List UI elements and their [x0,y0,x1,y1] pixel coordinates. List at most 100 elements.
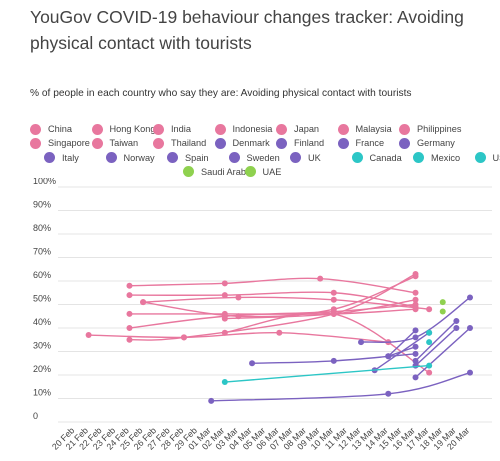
data-point[interactable] [276,329,283,336]
data-point[interactable] [412,357,419,364]
data-point[interactable] [221,315,228,322]
legend-label: UK [308,152,321,163]
data-point[interactable] [221,329,228,336]
series-saudi-arabia [439,299,446,306]
legend-swatch [183,166,194,178]
legend-swatch [290,152,301,164]
legend-item-india[interactable]: India [153,122,191,136]
data-point[interactable] [412,334,419,341]
data-point[interactable] [330,310,337,317]
y-tick-label: 10% [33,388,51,398]
legend-item-indonesia[interactable]: Indonesia [214,122,272,136]
data-point[interactable] [412,343,419,350]
legend-item-usa[interactable]: USA [474,151,500,165]
data-point[interactable] [467,325,473,331]
data-point[interactable] [140,299,147,306]
data-point[interactable] [385,390,392,397]
legend-item-norway[interactable]: Norway [105,151,155,165]
legend-item-uae[interactable]: UAE [244,165,281,179]
series-singapore [140,294,433,313]
data-point[interactable] [221,292,228,299]
data-point[interactable] [385,353,392,360]
legend-item-sweden[interactable]: Sweden [228,151,280,165]
data-point[interactable] [467,294,473,301]
data-point[interactable] [208,397,215,404]
legend-item-philippines[interactable]: Philippines [399,122,461,136]
legend-label: India [171,124,191,134]
data-point[interactable] [249,360,256,367]
legend-row: Saudi Arabia UAE [30,165,490,179]
data-point[interactable] [221,379,228,386]
data-point[interactable] [330,296,337,303]
legend-swatch [44,152,55,164]
data-point[interactable] [126,325,133,331]
data-point[interactable] [412,301,419,308]
legend-row: China Hong Kong India Indonesia Japan Malaysi… [30,122,490,136]
data-point[interactable] [126,282,133,289]
series-line [415,320,457,362]
data-point[interactable] [412,350,419,357]
series-line [88,331,389,343]
chart-title: YouGov COVID-19 behaviour changes tracke… [30,7,464,53]
legend-label: Finland [294,138,325,149]
series-finland [412,317,460,364]
data-point[interactable] [317,275,324,282]
data-point[interactable] [453,317,460,324]
data-point[interactable] [126,336,133,343]
legend-swatch [153,137,164,149]
legend-item-finland[interactable]: Finland [276,136,324,150]
data-point[interactable] [467,369,473,376]
series-line [129,277,416,294]
data-point[interactable] [412,327,419,334]
data-point[interactable] [330,357,337,364]
data-point[interactable] [85,332,92,339]
legend-item-uk[interactable]: UK [290,151,321,165]
data-point[interactable] [180,334,187,341]
data-point[interactable] [412,374,419,381]
legend-item-hong-kong[interactable]: Hong Kong [91,122,155,136]
y-tick-label: 90% [33,200,51,210]
legend-item-taiwan[interactable]: Taiwan [91,136,138,150]
data-point[interactable] [126,292,133,299]
series-spain [208,369,473,404]
data-point[interactable] [439,308,446,315]
legend-label: France [355,138,385,149]
legend-label: Spain [185,152,209,163]
series-layer [85,270,473,404]
data-point[interactable] [426,339,433,346]
data-point[interactable] [412,296,419,303]
legend-label: Thailand [171,138,207,149]
legend-item-thailand[interactable]: Thailand [153,136,206,150]
legend-item-mexico[interactable]: Mexico [413,151,460,165]
legend-item-spain[interactable]: Spain [167,151,209,165]
legend-label: USA [492,152,500,163]
legend-swatch [244,166,256,178]
series-line [415,327,471,378]
data-point[interactable] [426,306,433,313]
data-point[interactable] [439,299,446,306]
legend-item-saudi-arabia[interactable]: Saudi Arabia [183,165,253,179]
data-point[interactable] [412,362,419,369]
legend-item-germany[interactable]: Germany [399,136,455,150]
data-point[interactable] [358,339,365,346]
legend-item-japan[interactable]: Japan [276,122,319,136]
data-point[interactable] [426,362,433,369]
legend-item-denmark[interactable]: Denmark [214,136,270,150]
data-point[interactable] [235,294,242,301]
data-point[interactable] [221,280,228,287]
legend-item-china[interactable]: China [30,122,72,136]
data-point[interactable] [453,325,460,331]
data-point[interactable] [426,329,433,336]
legend-item-italy[interactable]: Italy [44,151,79,165]
legend-swatch [30,123,41,135]
data-point[interactable] [426,369,433,376]
legend-item-canada[interactable]: Canada [351,151,402,165]
legend-item-singapore[interactable]: Singapore [30,136,90,150]
legend-item-malaysia[interactable]: Malaysia [337,122,392,136]
data-point[interactable] [412,270,419,277]
data-point[interactable] [330,289,337,296]
data-point[interactable] [412,289,419,296]
data-point[interactable] [126,310,133,317]
legend-item-france[interactable]: France [337,136,385,150]
